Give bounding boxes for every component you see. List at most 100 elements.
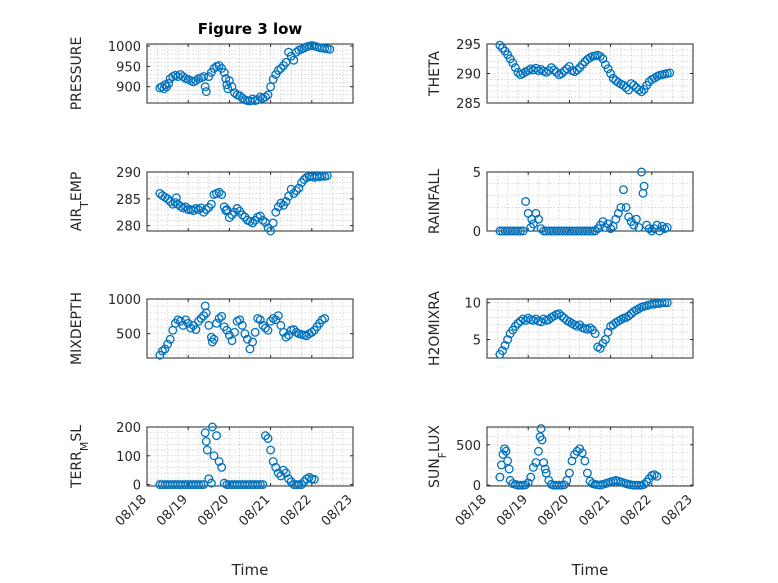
data-point — [624, 311, 634, 321]
data-point — [638, 188, 648, 198]
data-point — [606, 69, 616, 78]
data-point — [309, 474, 319, 484]
y-axis-label: MIXDEPTH — [69, 292, 85, 365]
data-point — [261, 323, 270, 333]
data-point — [276, 198, 286, 208]
data-point — [191, 325, 201, 334]
data-point — [237, 210, 247, 220]
data-point — [634, 480, 644, 490]
data-point — [598, 54, 608, 64]
data-point — [286, 477, 296, 487]
data-point — [253, 480, 263, 490]
y-tick-label: 0 — [133, 479, 141, 494]
data-point — [291, 480, 301, 490]
data-point — [242, 334, 252, 344]
data-point — [261, 92, 270, 102]
data-point — [248, 337, 258, 347]
data-point — [521, 197, 531, 206]
data-point — [534, 214, 543, 224]
data-point — [227, 210, 237, 220]
data-point — [577, 448, 587, 458]
data-point — [629, 220, 639, 230]
data-point — [219, 68, 229, 77]
data-point — [546, 63, 556, 73]
y-tick-label: 100 — [116, 450, 141, 465]
data-point — [165, 334, 175, 344]
data-point — [279, 465, 288, 475]
data-point — [616, 202, 626, 212]
data-point — [294, 183, 304, 193]
data-point — [266, 226, 276, 236]
x-tick-label: 08/23 — [659, 492, 696, 529]
data-point — [498, 43, 507, 53]
data-point — [271, 462, 281, 472]
data-point — [539, 458, 549, 468]
data-point — [221, 206, 231, 216]
data-point — [503, 456, 513, 466]
data-point — [199, 72, 209, 82]
data-point — [613, 208, 623, 218]
data-point — [206, 332, 216, 342]
data-point — [163, 194, 173, 204]
data-point — [503, 335, 513, 345]
data-point — [294, 480, 304, 490]
data-point — [580, 456, 590, 466]
y-tick-label: 290 — [116, 166, 141, 181]
data-point — [554, 309, 564, 319]
data-point — [212, 431, 221, 441]
y-axis-label: AIRTEMP — [69, 172, 91, 232]
x-tick-label: 08/20 — [195, 492, 232, 529]
data-point — [206, 199, 216, 209]
x-tick-label: 08/21 — [576, 492, 613, 529]
data-point — [199, 311, 209, 321]
y-tick-label: 200 — [116, 421, 141, 436]
data-point — [209, 334, 219, 344]
data-point — [281, 468, 291, 478]
data-point — [613, 77, 623, 87]
data-point — [649, 73, 659, 83]
data-point — [214, 457, 224, 466]
data-point — [516, 480, 525, 490]
data-point — [496, 460, 506, 470]
y-tick-label: 5 — [473, 334, 481, 349]
y-axis-label: TERRMSL — [69, 425, 91, 489]
data-point — [183, 318, 193, 328]
data-point — [263, 90, 273, 100]
data-point — [562, 64, 572, 74]
data-point — [258, 480, 268, 490]
data-point — [186, 323, 196, 333]
data-point — [164, 79, 174, 88]
data-point — [624, 212, 634, 222]
data-point — [582, 54, 592, 64]
data-point — [217, 462, 227, 472]
data-point — [214, 313, 224, 323]
data-point — [157, 346, 167, 356]
data-point — [595, 343, 605, 353]
data-point — [590, 226, 600, 236]
data-point — [537, 435, 547, 445]
data-point — [541, 67, 551, 77]
axes-frame — [146, 171, 354, 232]
data-point — [201, 87, 211, 97]
y-axis-label: THETA — [427, 51, 443, 97]
data-point — [516, 316, 525, 326]
data-point — [237, 320, 247, 330]
data-point — [631, 214, 641, 224]
data-point — [504, 464, 514, 474]
data-point — [196, 313, 206, 323]
data-point — [322, 171, 332, 181]
data-point — [534, 446, 543, 456]
data-point — [523, 478, 533, 488]
data-point — [657, 298, 667, 308]
data-point — [227, 336, 237, 346]
data-point — [528, 219, 538, 229]
data-point — [540, 464, 550, 474]
data-point — [240, 329, 250, 339]
data-point — [660, 298, 670, 308]
data-point — [549, 65, 559, 75]
data-point — [639, 181, 649, 191]
y-tick-label: 285 — [456, 97, 481, 112]
data-point — [595, 51, 605, 61]
data-point — [268, 457, 278, 466]
data-point — [495, 472, 505, 482]
